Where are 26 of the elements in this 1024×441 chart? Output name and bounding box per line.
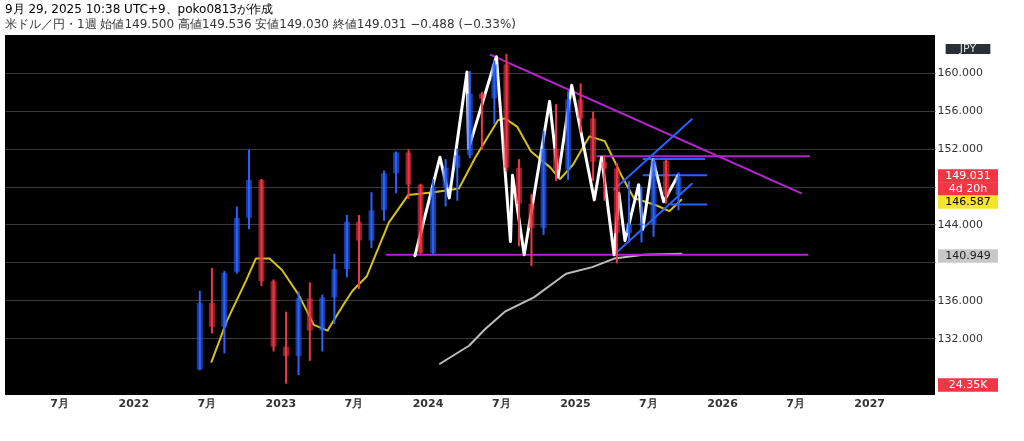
- x-tick-label: 2024: [412, 396, 444, 410]
- x-tick-label: 2022: [118, 396, 150, 410]
- text: 140.949: [945, 249, 991, 262]
- y-tick-label: 160.000: [937, 66, 983, 80]
- x-tick-label: 7月: [344, 396, 364, 410]
- y-tick-label: 132.000: [937, 331, 983, 345]
- x-tick-label: 7月: [639, 396, 658, 410]
- chart-subtitle: 米ドル／円・1週 始値149.500 高値149.536 安値149.030 終値149.031 −0.488 (−0.33%): [5, 17, 516, 31]
- text: 24.35K: [948, 378, 989, 391]
- text: 4d 20h: [948, 182, 988, 195]
- y-tick-label: 144.000: [937, 217, 983, 231]
- y-tick-label: 136.000: [937, 293, 983, 307]
- x-tick-label: 2027: [854, 396, 885, 410]
- chart-title: 9月 29, 2025 10:38 UTC+9、poko0813が作成: [5, 2, 273, 16]
- text: JPY: [958, 42, 977, 55]
- x-tick-label: 2025: [560, 396, 591, 410]
- text: 146.587: [945, 195, 991, 208]
- x-tick-label: 7月: [197, 396, 217, 410]
- x-tick-label: 7月: [50, 396, 69, 410]
- x-tick-label: 7月: [786, 396, 805, 410]
- x-tick-label: 2026: [707, 396, 739, 410]
- text: 149.031: [945, 169, 991, 182]
- x-tick-label: 7月: [492, 396, 511, 410]
- x-tick-label: 2023: [265, 396, 297, 410]
- y-tick-label: 152.000: [937, 142, 983, 156]
- y-tick-label: 156.000: [937, 104, 983, 118]
